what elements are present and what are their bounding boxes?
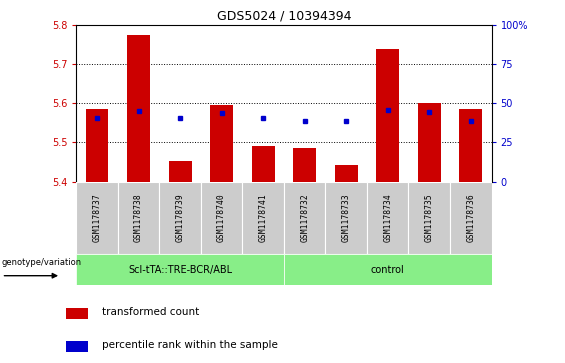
Text: GSM1178739: GSM1178739 <box>176 193 185 242</box>
Bar <box>418 103 441 182</box>
Text: GSM1178737: GSM1178737 <box>93 193 102 242</box>
Text: GSM1178735: GSM1178735 <box>425 193 434 242</box>
Bar <box>450 182 492 254</box>
Bar <box>86 109 108 182</box>
Bar <box>242 182 284 254</box>
Bar <box>252 146 275 182</box>
Bar <box>76 182 118 254</box>
Bar <box>408 182 450 254</box>
Text: GSM1178734: GSM1178734 <box>383 193 392 242</box>
Text: control: control <box>371 265 405 274</box>
Bar <box>169 161 192 182</box>
Text: percentile rank within the sample: percentile rank within the sample <box>102 340 277 350</box>
Bar <box>118 182 159 254</box>
Bar <box>159 182 201 254</box>
Bar <box>335 165 358 182</box>
Bar <box>127 35 150 182</box>
Text: GSM1178736: GSM1178736 <box>466 193 475 242</box>
Text: GSM1178733: GSM1178733 <box>342 193 351 242</box>
Bar <box>284 254 492 285</box>
Bar <box>293 148 316 182</box>
Bar <box>201 182 242 254</box>
Bar <box>376 49 399 182</box>
Bar <box>459 109 482 182</box>
Text: GSM1178741: GSM1178741 <box>259 193 268 242</box>
Text: GSM1178740: GSM1178740 <box>217 193 226 242</box>
Bar <box>284 182 325 254</box>
Bar <box>66 308 88 319</box>
Title: GDS5024 / 10394394: GDS5024 / 10394394 <box>216 10 351 23</box>
Bar <box>367 182 408 254</box>
Text: genotype/variation: genotype/variation <box>2 258 82 267</box>
Text: GSM1178732: GSM1178732 <box>300 193 309 242</box>
Bar <box>66 340 88 351</box>
Text: transformed count: transformed count <box>102 307 199 317</box>
Text: GSM1178738: GSM1178738 <box>134 193 143 242</box>
Bar <box>76 254 284 285</box>
Bar <box>210 105 233 182</box>
Text: Scl-tTA::TRE-BCR/ABL: Scl-tTA::TRE-BCR/ABL <box>128 265 232 274</box>
Bar <box>325 182 367 254</box>
